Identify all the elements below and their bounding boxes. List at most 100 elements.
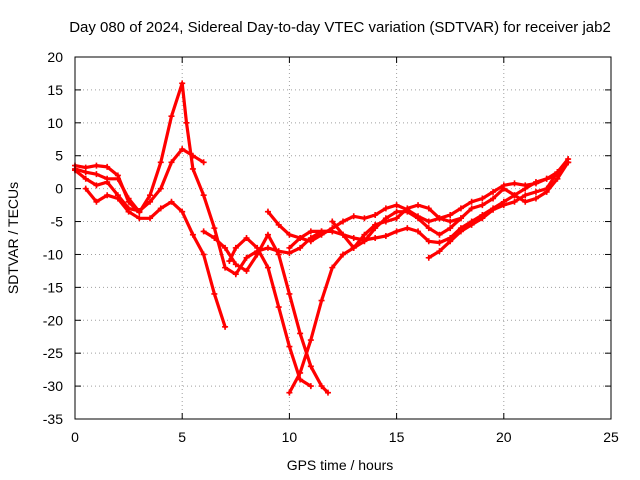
data-point (200, 228, 207, 235)
data-point (425, 254, 432, 261)
data-point (372, 225, 379, 232)
data-point (340, 218, 346, 225)
data-point (447, 225, 454, 232)
data-point (243, 254, 250, 261)
data-point (329, 228, 336, 235)
data-point (82, 185, 89, 192)
data-point (93, 182, 100, 189)
data-point (532, 195, 539, 202)
axis-ticks (74, 56, 612, 420)
series-track-5 (226, 235, 314, 390)
data-point (457, 228, 464, 235)
data-point (125, 195, 132, 202)
data-point (490, 188, 497, 195)
data-point (93, 162, 100, 169)
data-point (147, 192, 154, 199)
data-point (415, 228, 422, 235)
data-point (425, 225, 432, 232)
series-line (84, 187, 227, 329)
data-point (361, 238, 368, 245)
x-tick-label: 10 (282, 429, 298, 445)
data-point (179, 146, 186, 153)
y-tick-label: -20 (43, 312, 63, 328)
series-track-11 (286, 228, 336, 251)
data-point (147, 215, 154, 222)
data-point (511, 180, 518, 187)
y-tick-label: -30 (43, 378, 63, 394)
data-point (436, 248, 443, 255)
data-point (82, 169, 89, 176)
data-point (436, 239, 443, 246)
data-point (372, 235, 379, 241)
data-point (286, 244, 293, 251)
data-point (468, 221, 475, 228)
data-point (554, 169, 561, 176)
data-point (307, 363, 314, 370)
x-tick-label: 25 (603, 429, 619, 445)
data-point (82, 175, 89, 182)
data-point (511, 192, 518, 199)
x-tick-label: 15 (389, 429, 405, 445)
data-point (415, 215, 422, 222)
data-point (522, 182, 529, 189)
data-point (189, 165, 196, 172)
data-point (211, 290, 218, 297)
data-point (490, 206, 497, 213)
data-point (457, 205, 464, 212)
y-tick-label: -25 (43, 345, 63, 361)
data-point (286, 250, 293, 257)
data-point (479, 195, 486, 202)
data-point (114, 195, 121, 202)
data-point (307, 228, 314, 235)
data-point (522, 192, 529, 199)
y-tick-label: 10 (47, 115, 63, 131)
data-point (500, 182, 507, 189)
data-point (264, 208, 271, 215)
y-axis-label: SDTVAR / TECUs (5, 182, 21, 294)
data-point (415, 202, 422, 209)
data-point (500, 202, 507, 209)
data-point (157, 185, 164, 192)
data-point (490, 195, 497, 202)
series-track-10 (72, 165, 143, 215)
data-point (136, 208, 143, 215)
data-point (297, 235, 304, 241)
data-point (93, 171, 100, 178)
data-point (307, 337, 314, 344)
data-point (393, 215, 400, 222)
data-point (297, 330, 304, 337)
data-point (393, 202, 400, 209)
grid-lines (75, 57, 611, 419)
data-point (104, 175, 111, 182)
data-point (168, 198, 175, 205)
data-point (222, 244, 229, 251)
data-point (382, 233, 389, 240)
y-tick-label: 5 (55, 148, 63, 164)
data-point (286, 231, 293, 238)
data-point (168, 113, 175, 120)
y-tick-label: 15 (47, 82, 63, 98)
data-point (286, 290, 293, 297)
chart-title: Day 080 of 2024, Sidereal Day-to-day VTE… (69, 19, 611, 36)
data-point (361, 215, 368, 222)
y-tick-label: -15 (43, 279, 63, 295)
data-point (554, 175, 561, 182)
x-tick-labels: 0 5 10 15 20 25 (71, 429, 619, 445)
data-point (275, 304, 282, 311)
data-point (468, 205, 475, 212)
data-point (286, 389, 293, 396)
data-point (189, 152, 196, 159)
data-point (318, 297, 325, 304)
y-tick-labels: -35 -30 -25 -20 -15 -10 -5 0 5 10 15 20 (43, 49, 63, 427)
data-point (104, 163, 111, 170)
data-point (404, 208, 411, 215)
series-line (287, 160, 570, 395)
data-point (189, 231, 196, 238)
x-tick-label: 20 (496, 429, 512, 445)
x-axis-label: GPS time / hours (287, 457, 394, 473)
data-point (511, 198, 518, 205)
data-point (211, 225, 218, 232)
data-point (318, 228, 325, 235)
data-point (361, 231, 368, 238)
data-point (543, 185, 550, 192)
